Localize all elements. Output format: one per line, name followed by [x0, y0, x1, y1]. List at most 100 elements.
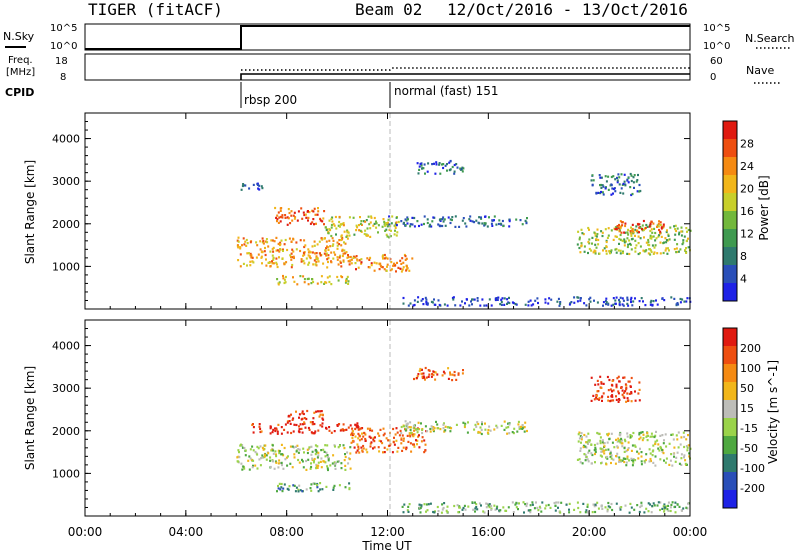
echo-cell: [287, 415, 290, 418]
echo-cell: [549, 506, 552, 509]
echo-cell: [277, 221, 280, 224]
echo-cell: [336, 424, 339, 427]
echo-cell: [652, 222, 655, 225]
echo-cell: [258, 458, 261, 461]
echo-cell: [422, 372, 425, 375]
nave-tick-top: 60: [710, 56, 723, 67]
echo-cell: [365, 219, 368, 222]
echo-cell: [360, 258, 363, 261]
ytick-label: 1000: [52, 467, 80, 480]
echo-cell: [621, 303, 624, 306]
echo-cell: [518, 502, 520, 505]
echo-cell: [358, 259, 361, 262]
echo-cell: [262, 448, 265, 451]
echo-cell: [404, 255, 407, 258]
echo-cell: [318, 415, 321, 418]
echo-cell: [449, 168, 452, 171]
echo-cell: [469, 219, 472, 222]
echo-cell: [476, 421, 479, 424]
echo-cell: [393, 436, 395, 439]
echo-cell: [458, 506, 461, 509]
echo-cell: [650, 228, 653, 231]
echo-cell: [584, 445, 587, 448]
echo-cell: [369, 221, 372, 224]
echo-cell: [418, 506, 421, 509]
echo-cell: [586, 505, 589, 508]
echo-cell: [290, 240, 293, 243]
echo-cell: [640, 431, 642, 434]
echo-cell: [259, 445, 262, 448]
echo-cell: [280, 239, 283, 242]
echo-cell: [269, 465, 272, 469]
echo-cell: [494, 508, 497, 511]
echo-cell: [355, 268, 357, 271]
echo-cell: [348, 263, 351, 266]
echo-cell: [431, 220, 434, 223]
echo-cell: [310, 489, 313, 492]
echo-cell: [289, 445, 292, 448]
echo-cell: [670, 453, 673, 456]
echo-cell: [314, 430, 317, 433]
echo-cell: [598, 432, 601, 436]
echo-cell: [370, 215, 373, 218]
echo-cell: [479, 431, 482, 434]
echo-cell: [327, 248, 330, 251]
echo-cell: [302, 254, 305, 257]
echo-cell: [306, 409, 309, 413]
echo-cell: [588, 439, 591, 442]
echo-cell: [378, 268, 381, 271]
colorbar-swatch: [723, 121, 737, 139]
echo-cell: [481, 423, 483, 426]
echo-cell: [624, 390, 627, 393]
echo-cell: [290, 258, 293, 261]
echo-cell: [619, 238, 622, 241]
echo-cell: [638, 388, 641, 391]
echo-cell: [687, 444, 690, 447]
echo-cell: [394, 224, 397, 227]
echo-cell: [514, 503, 517, 506]
echo-cell: [677, 431, 680, 434]
velocity-frame: [84, 319, 691, 517]
echo-cell: [518, 427, 521, 430]
echo-cell: [537, 301, 539, 305]
echo-cell: [508, 220, 511, 223]
echo-cell: [260, 255, 263, 258]
echo-cell: [372, 224, 375, 227]
echo-cell: [422, 303, 425, 306]
echo-cell: [347, 426, 350, 429]
echo-cell: [623, 376, 626, 379]
echo-cell: [626, 245, 629, 249]
echo-cell: [320, 410, 323, 413]
echo-cell: [442, 423, 445, 426]
echo-cell: [330, 217, 333, 220]
echo-cell: [275, 261, 278, 264]
echo-cell: [404, 429, 407, 432]
echo-cell: [650, 237, 653, 240]
echo-cell: [602, 193, 605, 196]
echo-cell: [299, 239, 302, 242]
echo-cell: [327, 456, 329, 459]
echo-cell: [679, 301, 682, 304]
echo-cell: [648, 460, 651, 463]
echo-cell: [429, 502, 432, 505]
echo-cell: [267, 452, 270, 455]
echo-cell: [607, 501, 610, 505]
echo-cell: [355, 424, 358, 427]
echo-cell: [639, 436, 642, 439]
echo-cell: [371, 429, 374, 432]
echo-cell: [657, 501, 660, 504]
echo-cell: [432, 510, 435, 514]
echo-cell: [361, 449, 364, 452]
echo-cell: [434, 371, 437, 374]
echo-cell: [433, 162, 435, 165]
echo-cell: [619, 252, 622, 255]
time-tick-label: 20:00: [572, 525, 607, 539]
echo-cell: [406, 222, 409, 225]
echo-cell: [442, 216, 445, 219]
echo-cell: [248, 252, 250, 255]
echo-cell: [665, 445, 668, 448]
echo-cell: [276, 249, 279, 252]
echo-cell: [507, 426, 510, 429]
echo-cell: [601, 399, 603, 402]
echo-cell: [396, 261, 398, 264]
